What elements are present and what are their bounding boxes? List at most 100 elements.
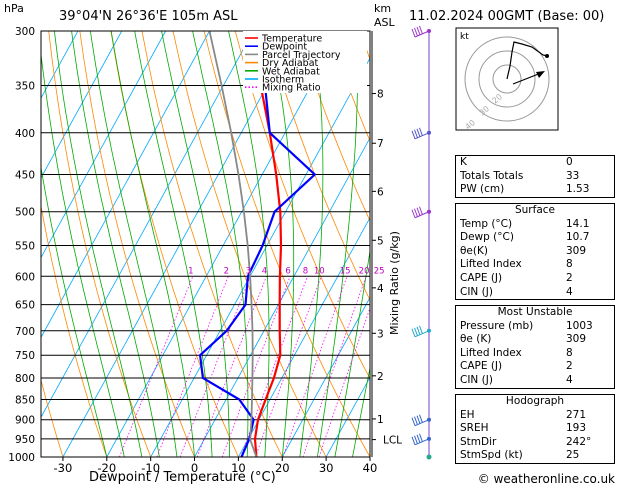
hodograph-value: 271 — [566, 408, 587, 421]
legend-box — [243, 31, 367, 93]
hodo-trace — [506, 41, 548, 80]
surface-value: 309 — [566, 244, 587, 257]
x-tick-label: 20 — [275, 461, 290, 475]
mixing-ratio-line — [179, 276, 251, 457]
datetime-title: 11.02.2024 00GMT (Base: 00) — [409, 9, 604, 24]
wind-barb-flag — [414, 435, 418, 445]
most-unstable-title: Most Unstable — [497, 306, 573, 318]
wind-barb-flag — [419, 127, 423, 136]
mixing-ratio-label: 20 — [359, 266, 370, 276]
pressure-tick-label: 650 — [15, 300, 35, 312]
pressure-tick-label: 950 — [15, 434, 35, 446]
wet-adiabat-line — [71, 31, 160, 457]
surface-value: 10.7 — [566, 231, 590, 244]
surface-row: θe(K) 309 — [456, 245, 614, 259]
pressure-tick-label: 350 — [15, 81, 35, 93]
mixing-ratio-label: 2 — [224, 266, 229, 276]
legend-label: Parcel Trajectory — [262, 50, 341, 61]
km-tick-label: 8 — [377, 89, 384, 101]
wet-adiabat-line — [110, 31, 195, 457]
most_unstable-label: θe (K) — [460, 333, 492, 346]
indices-label: Totals Totals — [460, 169, 524, 182]
most_unstable-label: Pressure (mb) — [460, 319, 534, 332]
km-tick-label: 2 — [377, 371, 384, 383]
pressure-tick-label: 550 — [15, 240, 35, 252]
surface-label: θe(K) — [460, 244, 488, 257]
mixing-ratio-line — [302, 276, 367, 457]
mixing-ratio-line — [282, 276, 348, 457]
surface-value: 8 — [566, 258, 573, 271]
wet-adiabat-line — [352, 365, 370, 457]
most_unstable-label: Lifted Index — [460, 346, 522, 359]
hodo-ring — [492, 64, 522, 94]
most_unstable-value: 8 — [566, 346, 573, 359]
legend-label: Wet Adiabat — [262, 66, 320, 77]
wind-barb-flag — [416, 326, 421, 335]
wind-barb-flag — [419, 206, 423, 215]
most_unstable-row: CIN (J) 4 — [456, 374, 614, 388]
pressure-tick-label: 750 — [15, 350, 35, 362]
wind-barb-flag — [416, 434, 421, 444]
wind-barb-flag — [416, 415, 421, 424]
mixing-ratio-line — [156, 276, 229, 457]
most_unstable-row: θe (K) 309 — [456, 333, 614, 347]
mixing-ratio-label: 25 — [374, 266, 385, 276]
pressure-tick-label: 1000 — [8, 452, 35, 464]
isotherm-line — [281, 296, 370, 457]
x-tick-label: 0 — [191, 461, 198, 475]
km-tick-label: 7 — [377, 138, 384, 150]
most_unstable-value: 1003 — [566, 319, 593, 332]
pressure-tick-label: 450 — [15, 169, 35, 181]
pressure-tick-label: 600 — [15, 271, 35, 283]
surface-row: Temp (°C) 14.1 — [456, 218, 614, 232]
hodograph-label: StmDir — [460, 435, 497, 448]
hodograph-panel: Hodograph EH 271 SREH 193 StmDir 242° StmSpd (… — [455, 394, 615, 464]
hpa-label: hPa — [4, 2, 24, 15]
parcel-trajectory-curve — [208, 31, 258, 457]
legend-label: Mixing Ratio — [262, 83, 321, 94]
x-tick-label: 30 — [319, 461, 334, 475]
isotherm-line — [62, 31, 298, 457]
legend-label: Dewpoint — [262, 42, 307, 53]
copyright: © weatheronline.co.uk — [477, 472, 615, 486]
km-axis: 8 7 6 5 4 3 2 1 LCL — [371, 31, 402, 457]
pressure-tick-label: 400 — [15, 128, 35, 140]
isotherm-line — [41, 31, 254, 418]
mixing-ratio-label: 3 — [246, 266, 251, 276]
legend-label: Isotherm — [262, 75, 304, 86]
pressure-tick-label: 900 — [15, 415, 35, 427]
km-tick-label: 6 — [377, 186, 384, 198]
plot-frame — [40, 30, 371, 458]
wind-barb-flag — [414, 416, 418, 425]
dry-adiabat-line — [79, 31, 195, 457]
wind-barb-flag — [414, 129, 418, 138]
surface-row: Dewp (°C) 10.7 — [456, 231, 614, 245]
hodo-unit: kt — [460, 32, 469, 42]
mixing-ratio-labels: 1 2 3 4 6 8 10 15 20 25 — [188, 266, 384, 276]
surface-label: Temp (°C) — [460, 217, 513, 230]
x-tick-label: -10 — [141, 461, 160, 475]
most_unstable-value: 309 — [566, 333, 587, 346]
wind-barb-flag — [416, 128, 421, 137]
dewpoint-curve — [198, 31, 317, 457]
hodograph-label: StmSpd (kt) — [460, 449, 523, 462]
indices-label: K — [460, 156, 467, 168]
hodo-dot — [545, 54, 549, 58]
isotherm-line — [238, 216, 370, 457]
hodograph-title: Hodograph — [505, 395, 565, 407]
surface-label: CAPE (J) — [460, 271, 503, 284]
most_unstable-row: Pressure (mb) 1003 — [456, 320, 614, 334]
dry-adiabat-line — [297, 31, 370, 222]
wind-barb-flag — [416, 207, 421, 216]
most_unstable-row: CAPE (J) 2 — [456, 360, 614, 374]
mixing-ratio-label: 10 — [314, 266, 325, 276]
surface-value: 2 — [566, 271, 573, 284]
hodograph-label: EH — [460, 408, 475, 421]
wind-barb-flag — [414, 27, 418, 37]
x-tick-label: -20 — [97, 461, 116, 475]
surface-label: CIN (J) — [460, 285, 493, 298]
wind-barb-flag — [419, 433, 423, 443]
most-unstable-panel: Most Unstable Pressure (mb) 1003 θe (K) 309… — [455, 305, 615, 389]
hodograph-value: 193 — [566, 422, 587, 435]
